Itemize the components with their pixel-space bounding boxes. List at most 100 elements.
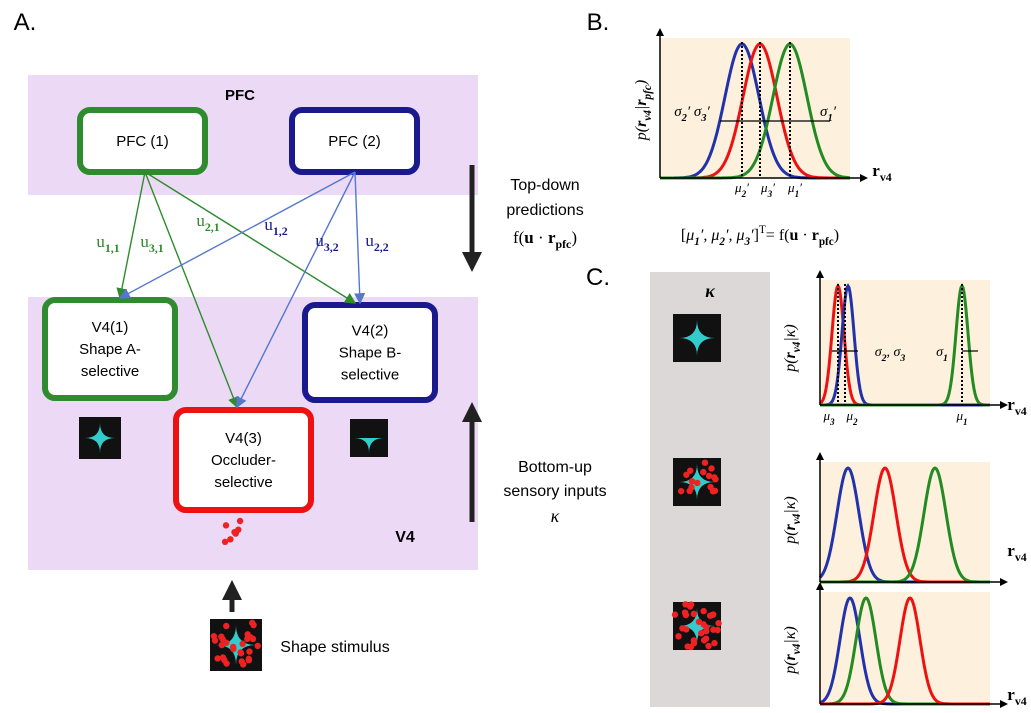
stimulus-dot	[239, 658, 245, 664]
stimulus-dot	[250, 636, 256, 642]
node-label: Shape A-	[79, 341, 141, 358]
occluder-dot	[227, 536, 233, 542]
edge-label-part: 1,1	[105, 241, 120, 255]
kappa-dot	[710, 627, 716, 633]
kappa-dot	[705, 643, 711, 649]
node-label: V4(2)	[352, 323, 389, 340]
stimulus-dot	[219, 642, 225, 648]
y-axis-label: p(rv4|κ)	[782, 626, 803, 675]
formula-part: μ	[710, 227, 719, 244]
formula: [μ1′, μ2′, μ3′]T= f(u · rpfc)	[681, 224, 839, 248]
stimulus-dot	[239, 641, 245, 647]
edge-label: u2,2	[365, 231, 388, 254]
mean-label: μ1	[955, 408, 967, 427]
kappa-dot	[700, 469, 706, 475]
label: Top-down	[510, 177, 579, 194]
mean-label-part: ′	[746, 180, 749, 195]
mean-label-part: 2	[852, 417, 858, 427]
node-label: PFC (2)	[328, 133, 381, 150]
node-label: PFC (1)	[116, 133, 169, 150]
mean-label-part: ′	[772, 180, 775, 195]
y-axis-label-part: |κ)	[782, 626, 799, 643]
x-axis-label-part: v4	[1015, 694, 1027, 708]
figure: A.PFCV4PFC (1)PFC (2)V4(1)Shape A-select…	[0, 0, 1031, 713]
y-axis-label-part: v4	[642, 110, 654, 121]
stimulus-dot	[246, 648, 252, 654]
x-axis-label: rv4	[1007, 395, 1026, 418]
edge-label: u3,2	[315, 231, 338, 254]
formula-part: pfc	[555, 237, 571, 251]
edge-label-part: 1,2	[273, 224, 288, 238]
kappa-dot	[708, 465, 714, 471]
kappa-dot	[691, 611, 697, 617]
mean-label: μ1′	[787, 180, 802, 199]
edge-label-part: 2,1	[205, 220, 220, 234]
node-label: selective	[214, 474, 272, 491]
y-axis-label-part: |κ)	[782, 496, 799, 513]
formula-part: ′,	[725, 227, 737, 244]
formula-part: ′,	[700, 227, 712, 244]
kappa-dot	[691, 637, 697, 643]
formula-part: ·	[798, 227, 811, 244]
kappa-dot	[715, 620, 721, 626]
band-label: V4	[395, 529, 415, 546]
edge-label-part: 2,2	[374, 240, 389, 254]
occluder-dot	[235, 526, 241, 532]
formula-part: u	[789, 227, 798, 244]
kappa-dot	[688, 644, 694, 650]
y-axis-label-part: v4	[791, 341, 803, 352]
panel-letter: A.	[14, 9, 37, 36]
sigma-label-part: ,	[887, 345, 894, 360]
kappa-dot	[694, 480, 700, 486]
sigma-label-part: 1	[943, 353, 948, 364]
y-axis-label-part: v4	[791, 643, 803, 654]
y-axis-label-part: )	[633, 80, 650, 86]
edge-label: u3,1	[140, 232, 163, 255]
x-axis-label: rv4	[872, 161, 891, 184]
kappa-dot	[712, 476, 718, 482]
stimulus-dot	[223, 623, 229, 629]
kappa-dot	[672, 611, 678, 617]
formula-part: μ	[685, 227, 694, 244]
y-axis-label-part: v4	[791, 513, 803, 524]
kappa-dot	[683, 472, 689, 478]
kappa-dot	[711, 640, 717, 646]
label: κ	[551, 506, 560, 526]
stimulus-dot	[246, 657, 252, 663]
formula-part: pfc	[819, 236, 834, 248]
node-label: selective	[341, 367, 399, 384]
kappa-dot	[700, 608, 706, 614]
mean-label: μ3	[822, 408, 835, 427]
label: Bottom-up	[518, 459, 592, 476]
mean-label-part: ′	[799, 180, 802, 195]
kappa-dot	[707, 484, 713, 490]
sigma-label-part: ′	[687, 104, 694, 120]
x-axis-label: rv4	[1007, 541, 1026, 564]
y-axis-label: p(rv4|rpfc)	[633, 80, 654, 141]
formula-part: μ	[736, 227, 745, 244]
formula: f(u · rpfc)	[513, 228, 577, 251]
stimulus-dot	[223, 660, 229, 666]
mean-label: μ3′	[760, 180, 775, 199]
mean-label-part: 1	[963, 417, 968, 427]
edge-label-part: 3,2	[324, 240, 339, 254]
edge-label: u2,1	[196, 211, 219, 234]
node-label: Shape B-	[339, 345, 402, 362]
stimulus-dot	[212, 637, 218, 643]
band-label: PFC	[225, 87, 255, 104]
label: predictions	[506, 202, 583, 219]
kappa-dot	[703, 624, 709, 630]
formula-part: f(	[513, 228, 525, 247]
stimulus-dot	[244, 631, 250, 637]
kappa-dot	[703, 635, 709, 641]
node-label: Occluder-	[211, 452, 276, 469]
x-axis-label-part: v4	[1015, 550, 1027, 564]
edge-label-part: 3,1	[149, 241, 164, 255]
formula-part: u	[524, 228, 533, 247]
stimulus-dot	[230, 644, 236, 650]
sigma-label-part: 3	[899, 353, 905, 364]
stimulus-dot	[219, 636, 225, 642]
kappa-dot	[686, 488, 692, 494]
occluder-dot	[223, 522, 229, 528]
panel-letter: C.	[586, 264, 610, 291]
